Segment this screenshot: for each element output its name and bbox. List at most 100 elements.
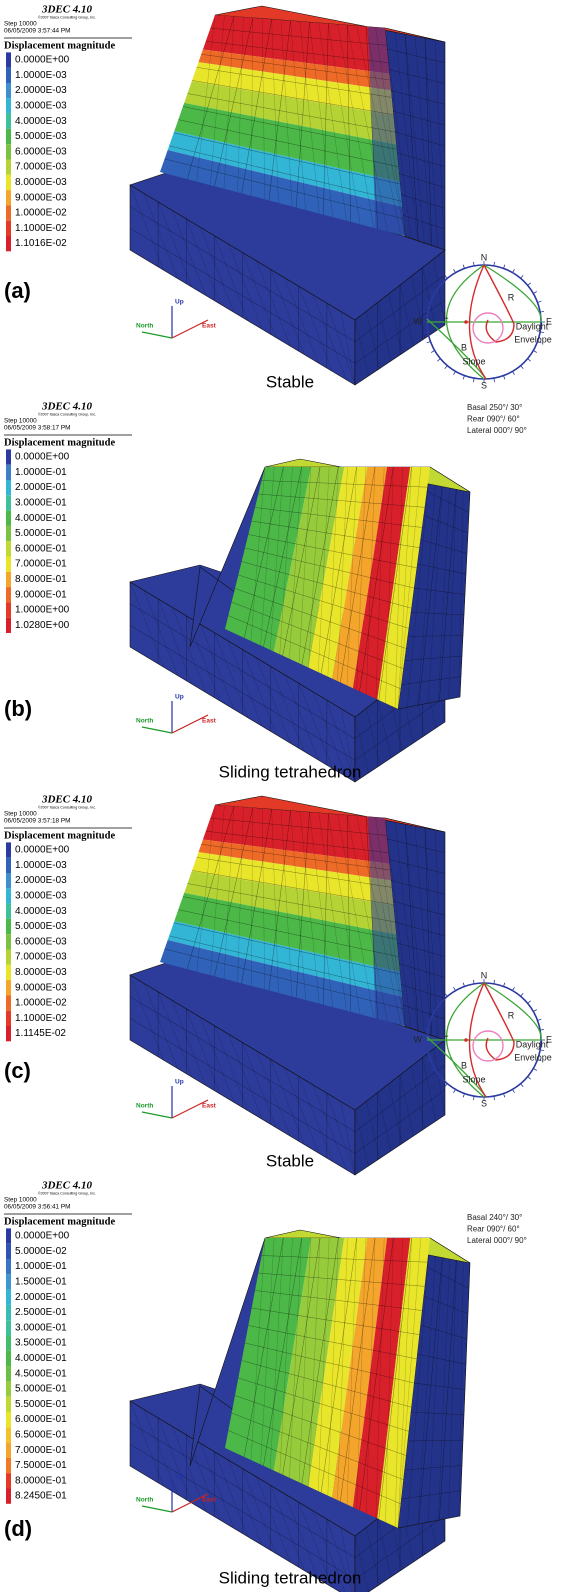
axis-north	[142, 727, 172, 733]
legend-swatch	[6, 526, 11, 541]
caption: Sliding tetrahedron	[219, 762, 362, 781]
stereonet-tick	[528, 1077, 531, 1080]
legend-label: 2.0000E-03	[15, 875, 67, 886]
timestamp: 06/05/2009 3:57:18 PM	[4, 818, 70, 825]
legend-label: 6.0000E-03	[15, 146, 67, 157]
legend-swatch	[6, 1305, 11, 1320]
legend-swatch	[6, 1336, 11, 1351]
stereonet-label: Envelope	[514, 1052, 552, 1062]
legend-swatch	[6, 1290, 11, 1305]
joint-orientation: Rear 090°/ 60°	[467, 1225, 520, 1234]
legend-label: 8.0000E-03	[15, 967, 67, 978]
friction-cone	[473, 313, 503, 343]
panel: 3DEC 4.10©2007 Itasca Consulting Group, …	[4, 4, 552, 436]
legend-swatch	[6, 1259, 11, 1274]
legend-title: Displacement magnitude	[4, 830, 115, 841]
legend-swatch	[6, 511, 11, 526]
legend-label: 8.2450E-01	[15, 1491, 67, 1502]
legend-label: 0.0000E+00	[15, 452, 70, 463]
legend-label: 2.5000E-01	[15, 1307, 67, 1318]
legend-label: 5.0000E-01	[15, 1384, 67, 1395]
caption: Stable	[266, 372, 314, 391]
stereonet-label: Envelope	[514, 334, 552, 344]
stereonet-tick	[513, 269, 515, 272]
panel: 3DEC 4.10©2007 Itasca Consulting Group, …	[4, 1180, 470, 1592]
step: Step 10000	[4, 811, 37, 818]
copyright: ©2007 Itasca Consulting Group, Inc.	[38, 412, 96, 416]
legend-swatch	[6, 1397, 11, 1412]
legend-swatch	[6, 1320, 11, 1335]
legend-label: 3.0000E-03	[15, 101, 67, 112]
axis-label: Up	[175, 1473, 184, 1480]
step: Step 10000	[4, 1197, 37, 1204]
legend-label: 3.0000E-03	[15, 891, 67, 902]
stereonet-tick	[454, 987, 456, 990]
legend-swatch	[6, 129, 11, 144]
friction-cone	[473, 1031, 503, 1061]
pole	[464, 1038, 468, 1042]
daylight-envelope	[484, 983, 514, 1060]
legend-swatch	[6, 236, 11, 251]
legend-label: 3.0000E-01	[15, 1322, 67, 1333]
legend-label: 7.0000E-03	[15, 952, 67, 963]
legend-swatch	[6, 68, 11, 83]
legend-swatch	[6, 98, 11, 113]
legend-label: 1.0000E-01	[15, 467, 67, 478]
legend-label: 5.5000E-01	[15, 1399, 67, 1410]
legend-swatch	[6, 572, 11, 587]
legend-swatch	[6, 904, 11, 919]
stereonet-tick	[521, 275, 524, 278]
legend-label: 7.0000E-01	[15, 1445, 67, 1456]
legend-swatch	[6, 618, 11, 633]
stereonet-tick	[521, 1084, 524, 1087]
legend-label: 1.0000E+00	[15, 605, 70, 616]
stereonet-label: R	[508, 292, 515, 302]
legend-label: 8.0000E-03	[15, 177, 67, 188]
legend-label: 6.0000E-01	[15, 1414, 67, 1425]
stereonet-tick	[528, 1001, 531, 1004]
joint-orientation: Lateral 000°/ 90°	[467, 426, 527, 435]
legend-label: 3.5000E-01	[15, 1338, 67, 1349]
legend-swatch	[6, 980, 11, 995]
legend-swatch	[6, 83, 11, 98]
legend-label: 1.0000E-02	[15, 208, 67, 219]
axis-label: Up	[175, 299, 184, 306]
legend-swatch	[6, 950, 11, 965]
stereonet-label: B	[461, 342, 467, 352]
legend-swatch	[6, 557, 11, 572]
legend-swatch	[6, 1381, 11, 1396]
axis-label: North	[136, 718, 153, 725]
copyright: ©2007 Itasca Consulting Group, Inc.	[38, 15, 96, 19]
stereonet-tick	[454, 371, 456, 374]
software-title: 3DEC 4.10	[41, 1180, 93, 1192]
panel-label: (d)	[4, 1516, 32, 1541]
legend-label: 1.0000E-03	[15, 860, 67, 871]
stereonet-label: R	[508, 1010, 515, 1020]
copyright: ©2007 Itasca Consulting Group, Inc.	[38, 1191, 96, 1195]
stereonet-tick	[533, 1069, 536, 1071]
stereonet-label: N	[481, 252, 488, 262]
axis-label: Up	[175, 1079, 184, 1086]
legend-swatch	[6, 1351, 11, 1366]
legend-swatch	[6, 965, 11, 980]
legend-swatch	[6, 205, 11, 220]
legend-swatch	[6, 873, 11, 888]
legend-swatch	[6, 1228, 11, 1243]
stereonet-tick	[533, 351, 536, 353]
stereonet-tick	[445, 366, 448, 369]
daylight-envelope	[484, 265, 514, 342]
stereonet-label: Daylight	[516, 1039, 549, 1049]
legend-title: Displacement magnitude	[4, 40, 115, 51]
step: Step 10000	[4, 418, 37, 425]
caption: Sliding tetrahedron	[219, 1568, 362, 1587]
legend-label: 1.1000E-02	[15, 1013, 67, 1024]
panel-label: (b)	[4, 696, 32, 721]
legend-label: 2.0000E-01	[15, 1292, 67, 1303]
legend-swatch	[6, 1427, 11, 1442]
legend-label: 3.0000E-01	[15, 498, 67, 509]
legend-swatch	[6, 1458, 11, 1473]
legend-label: 1.0000E-03	[15, 70, 67, 81]
stereonet-tick	[513, 987, 515, 990]
axis-label: Up	[175, 694, 184, 701]
legend-swatch	[6, 858, 11, 873]
